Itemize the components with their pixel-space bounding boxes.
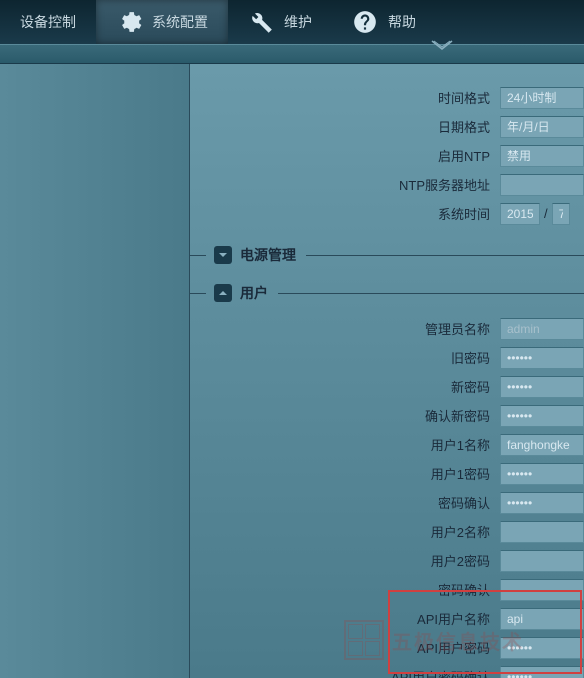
label-date-format: 日期格式 xyxy=(190,117,500,136)
label-api-user-name: API用户名称 xyxy=(190,609,500,628)
row-time-format: 时间格式 xyxy=(190,84,584,111)
chevron-down-icon xyxy=(218,250,228,260)
main-panel: 时间格式 日期格式 启用NTP NTP服务器地址 系统时间 / xyxy=(190,64,584,678)
wrench-icon xyxy=(248,9,274,35)
input-user2-pwd[interactable] xyxy=(500,550,584,572)
label-user1-pwd: 用户1密码 xyxy=(190,464,500,483)
row-new-pwd: 新密码 xyxy=(190,373,584,400)
label-api-user-pwd: API用户密码 xyxy=(190,638,500,657)
gear-icon xyxy=(116,9,142,35)
input-api-user-name[interactable] xyxy=(500,608,584,630)
sub-bar xyxy=(0,44,584,64)
tab-maintain[interactable]: 维护 xyxy=(228,0,332,44)
sidebar xyxy=(0,64,190,678)
input-user1-name[interactable] xyxy=(500,434,584,456)
input-api-user-pwd[interactable] xyxy=(500,637,584,659)
label-confirm-new-pwd: 确认新密码 xyxy=(190,406,500,425)
row-user1-name: 用户1名称 xyxy=(190,431,584,458)
section-power: 电源管理 xyxy=(190,245,584,265)
input-user1-pwd[interactable] xyxy=(500,463,584,485)
label-admin-name: 管理员名称 xyxy=(190,319,500,338)
input-user2-name[interactable] xyxy=(500,521,584,543)
input-new-pwd[interactable] xyxy=(500,376,584,398)
row-pwd-confirm2: 密码确认 xyxy=(190,576,584,603)
row-admin-name: 管理员名称 xyxy=(190,315,584,342)
label-pwd-confirm2: 密码确认 xyxy=(190,580,500,599)
input-system-time-year[interactable] xyxy=(500,203,540,225)
section-title-power: 电源管理 xyxy=(240,245,296,265)
input-admin-name[interactable] xyxy=(500,318,584,340)
row-enable-ntp: 启用NTP xyxy=(190,142,584,169)
divider xyxy=(306,255,584,256)
content-area: 时间格式 日期格式 启用NTP NTP服务器地址 系统时间 / xyxy=(0,64,584,678)
row-user2-name: 用户2名称 xyxy=(190,518,584,545)
input-confirm-new-pwd[interactable] xyxy=(500,405,584,427)
section-user: 用户 xyxy=(190,283,584,303)
label-user1-name: 用户1名称 xyxy=(190,435,500,454)
tab-label: 系统配置 xyxy=(152,12,208,32)
collapse-toggle-user[interactable] xyxy=(214,284,232,302)
tab-label: 设备控制 xyxy=(20,12,76,32)
input-pwd-confirm1[interactable] xyxy=(500,492,584,514)
row-old-pwd: 旧密码 xyxy=(190,344,584,371)
label-new-pwd: 新密码 xyxy=(190,377,500,396)
top-nav: 设备控制 系统配置 维护 帮助 xyxy=(0,0,584,44)
row-api-user-pwd: API用户密码 xyxy=(190,634,584,661)
input-old-pwd[interactable] xyxy=(500,347,584,369)
label-pwd-confirm1: 密码确认 xyxy=(190,493,500,512)
input-enable-ntp[interactable] xyxy=(500,145,584,167)
label-old-pwd: 旧密码 xyxy=(190,348,500,367)
tab-system-config[interactable]: 系统配置 xyxy=(96,0,228,44)
help-icon xyxy=(352,9,378,35)
input-api-user-pwd-confirm[interactable] xyxy=(500,666,584,678)
label-time-format: 时间格式 xyxy=(190,88,500,107)
input-system-time-month[interactable] xyxy=(552,203,570,225)
input-time-format[interactable] xyxy=(500,87,584,109)
divider xyxy=(190,293,206,294)
tab-help[interactable]: 帮助 xyxy=(332,0,436,44)
row-user2-pwd: 用户2密码 xyxy=(190,547,584,574)
label-ntp-server: NTP服务器地址 xyxy=(190,175,500,194)
date-separator: / xyxy=(540,206,552,221)
input-date-format[interactable] xyxy=(500,116,584,138)
divider xyxy=(190,255,206,256)
collapse-toggle-power[interactable] xyxy=(214,246,232,264)
row-system-time: 系统时间 / xyxy=(190,200,584,227)
label-system-time: 系统时间 xyxy=(190,204,500,223)
label-api-user-pwd-confirm: API用户密码确认 xyxy=(190,667,500,678)
input-pwd-confirm2[interactable] xyxy=(500,579,584,601)
divider xyxy=(278,293,584,294)
row-pwd-confirm1: 密码确认 xyxy=(190,489,584,516)
row-date-format: 日期格式 xyxy=(190,113,584,140)
section-title-user: 用户 xyxy=(240,283,268,303)
tab-label: 维护 xyxy=(284,12,312,32)
chevron-up-icon xyxy=(218,288,228,298)
row-api-user-name: API用户名称 xyxy=(190,605,584,632)
row-confirm-new-pwd: 确认新密码 xyxy=(190,402,584,429)
dropdown-arrow-icon xyxy=(430,39,454,51)
label-user2-pwd: 用户2密码 xyxy=(190,551,500,570)
label-user2-name: 用户2名称 xyxy=(190,522,500,541)
input-ntp-server[interactable] xyxy=(500,174,584,196)
row-ntp-server: NTP服务器地址 xyxy=(190,171,584,198)
tab-device-control[interactable]: 设备控制 xyxy=(0,0,96,44)
label-enable-ntp: 启用NTP xyxy=(190,146,500,165)
row-api-user-pwd-confirm: API用户密码确认 xyxy=(190,663,584,678)
row-user1-pwd: 用户1密码 xyxy=(190,460,584,487)
tab-label: 帮助 xyxy=(388,12,416,32)
